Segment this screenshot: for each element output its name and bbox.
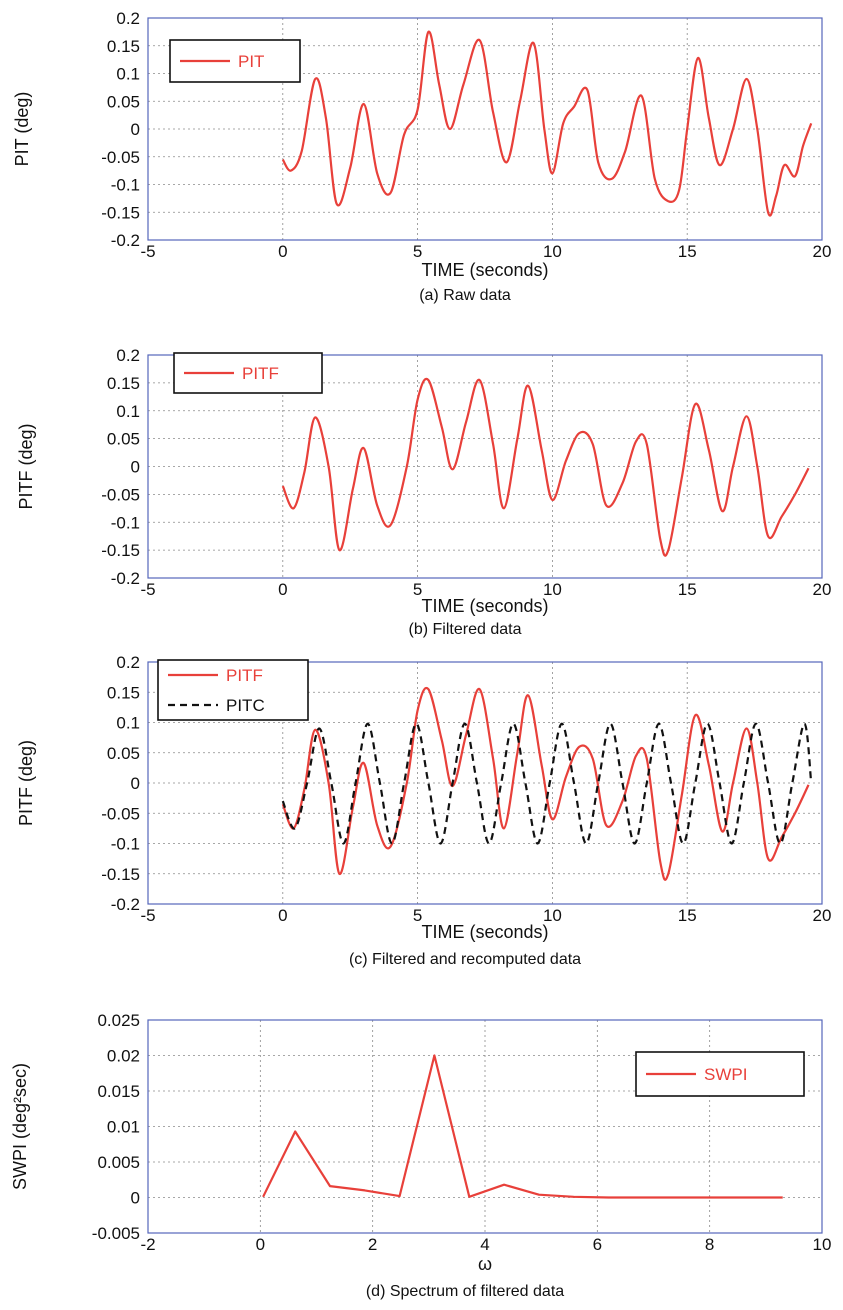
y-tick-label: 0.05 xyxy=(107,92,140,111)
y-tick-label: -0.05 xyxy=(101,485,140,504)
chart-panel-2: -5 0 5 10 15 20 0.2 0.15 0.1 0.05 0 -0.05 -0.1 -0.15 -… xyxy=(16,653,831,968)
x-tick-label: 15 xyxy=(678,242,697,261)
legend-label-pitc: PITC xyxy=(226,696,265,715)
x-tick-label: 10 xyxy=(543,906,562,925)
y-axis-label: SWPI (deg²sec) xyxy=(10,1063,30,1190)
y-tick-label: 0.2 xyxy=(116,9,140,28)
panel-caption: (c) Filtered and recomputed data xyxy=(349,951,581,968)
y-tick-label: -0.1 xyxy=(111,176,140,195)
x-tick-label: 2 xyxy=(368,1235,377,1254)
y-tick-label: 0.02 xyxy=(107,1047,140,1066)
series-line-pitf xyxy=(281,686,810,881)
x-tick-label: 0 xyxy=(278,242,287,261)
y-tick-label: 0.015 xyxy=(97,1082,140,1101)
x-tick-label: 10 xyxy=(543,580,562,599)
y-tick-label: -0.1 xyxy=(111,835,140,854)
y-tick-label: 0 xyxy=(131,1189,140,1208)
legend-label-pitf: PITF xyxy=(242,364,279,383)
series-line-pit xyxy=(281,30,813,217)
y-tick-label: -0.15 xyxy=(101,203,140,222)
x-tick-label: 20 xyxy=(813,242,832,261)
x-tick-label: -5 xyxy=(140,242,155,261)
x-tick-label: 15 xyxy=(678,580,697,599)
y-tick-label: -0.05 xyxy=(101,148,140,167)
legend-label-swpi: SWPI xyxy=(704,1065,747,1084)
x-axis-label: TIME (seconds) xyxy=(421,922,548,942)
x-tick-label: -2 xyxy=(140,1235,155,1254)
y-axis-label: PIT (deg) xyxy=(12,92,32,167)
x-tick-label: 20 xyxy=(813,906,832,925)
legend-box xyxy=(169,39,301,83)
y-tick-label: 0.1 xyxy=(116,714,140,733)
y-axis-label: PITF (deg) xyxy=(16,740,36,826)
plot-frame xyxy=(147,17,823,241)
x-tick-label: 10 xyxy=(543,242,562,261)
x-tick-label: 0 xyxy=(278,906,287,925)
y-tick-label: -0.005 xyxy=(92,1224,140,1243)
panel-caption: (a) Raw data xyxy=(419,287,511,304)
x-tick-label: 0 xyxy=(278,580,287,599)
y-tick-label: 0.05 xyxy=(107,744,140,763)
x-tick-label: 6 xyxy=(593,1235,602,1254)
chart-panel-3: -2 0 2 4 6 8 10 0.025 0.02 0.015 0.01 0.005 0 -0.005 ω… xyxy=(10,1011,831,1300)
x-tick-label: 0 xyxy=(256,1235,265,1254)
y-tick-label: 0.15 xyxy=(107,37,140,56)
y-tick-label: 0.1 xyxy=(116,65,140,84)
y-tick-label: -0.1 xyxy=(111,513,140,532)
x-tick-label: 20 xyxy=(813,580,832,599)
x-axis-label: ω xyxy=(478,1254,492,1274)
x-axis-label: TIME (seconds) xyxy=(421,596,548,616)
y-tick-label: 0.01 xyxy=(107,1118,140,1137)
plot-frame xyxy=(147,354,823,579)
legend: PITF PITC xyxy=(157,659,309,721)
y-tick-label: 0 xyxy=(131,120,140,139)
x-tick-label: 15 xyxy=(678,906,697,925)
y-tick-label: 0.005 xyxy=(97,1153,140,1172)
x-tick-label: 5 xyxy=(413,906,422,925)
y-tick-label: -0.2 xyxy=(111,231,140,250)
legend: SWPI xyxy=(635,1051,805,1097)
x-tick-label: -5 xyxy=(140,906,155,925)
y-tick-label: 0.15 xyxy=(107,683,140,702)
chart-panel-0: -5 0 5 10 15 20 0.2 0.15 0.1 0.05 0 -0.05 -0.1 -0.15 -… xyxy=(12,9,831,304)
chart-panel-1: -5 0 5 10 15 20 0.2 0.15 0.1 0.05 0 -0.05 -0.1 -0.15 -… xyxy=(16,346,831,638)
y-tick-label: 0.15 xyxy=(107,374,140,393)
y-tick-label: 0.05 xyxy=(107,430,140,449)
legend-box xyxy=(157,659,309,721)
y-tick-label: -0.2 xyxy=(111,569,140,588)
y-tick-label: 0 xyxy=(131,458,140,477)
y-tick-label: -0.15 xyxy=(101,541,140,560)
plot-frame xyxy=(147,1019,823,1234)
x-tick-label: -5 xyxy=(140,580,155,599)
y-axis-label: PITF (deg) xyxy=(16,423,36,509)
y-tick-label: -0.2 xyxy=(111,895,140,914)
x-tick-label: 4 xyxy=(480,1235,489,1254)
x-axis-label: TIME (seconds) xyxy=(421,260,548,280)
y-tick-label: -0.15 xyxy=(101,865,140,884)
y-tick-label: 0.1 xyxy=(116,402,140,421)
y-tick-label: 0 xyxy=(131,774,140,793)
y-tick-label: -0.05 xyxy=(101,804,140,823)
legend-label-pit: PIT xyxy=(238,52,264,71)
legend-label-pitf: PITF xyxy=(226,666,263,685)
series-line-pitc xyxy=(281,722,813,845)
x-tick-label: 10 xyxy=(813,1235,832,1254)
x-tick-label: 8 xyxy=(705,1235,714,1254)
series-line-swpi xyxy=(262,1054,783,1199)
y-tick-label: 0.025 xyxy=(97,1011,140,1030)
series-line-pitf xyxy=(281,377,810,557)
y-tick-label: 0.2 xyxy=(116,653,140,672)
x-tick-label: 5 xyxy=(413,242,422,261)
legend: PITF xyxy=(173,352,323,394)
x-tick-label: 5 xyxy=(413,580,422,599)
legend: PIT xyxy=(169,39,301,83)
panel-caption: (b) Filtered data xyxy=(409,621,522,638)
panel-caption: (d) Spectrum of filtered data xyxy=(366,1283,564,1300)
plot-frame xyxy=(147,661,823,905)
y-tick-label: 0.2 xyxy=(116,346,140,365)
